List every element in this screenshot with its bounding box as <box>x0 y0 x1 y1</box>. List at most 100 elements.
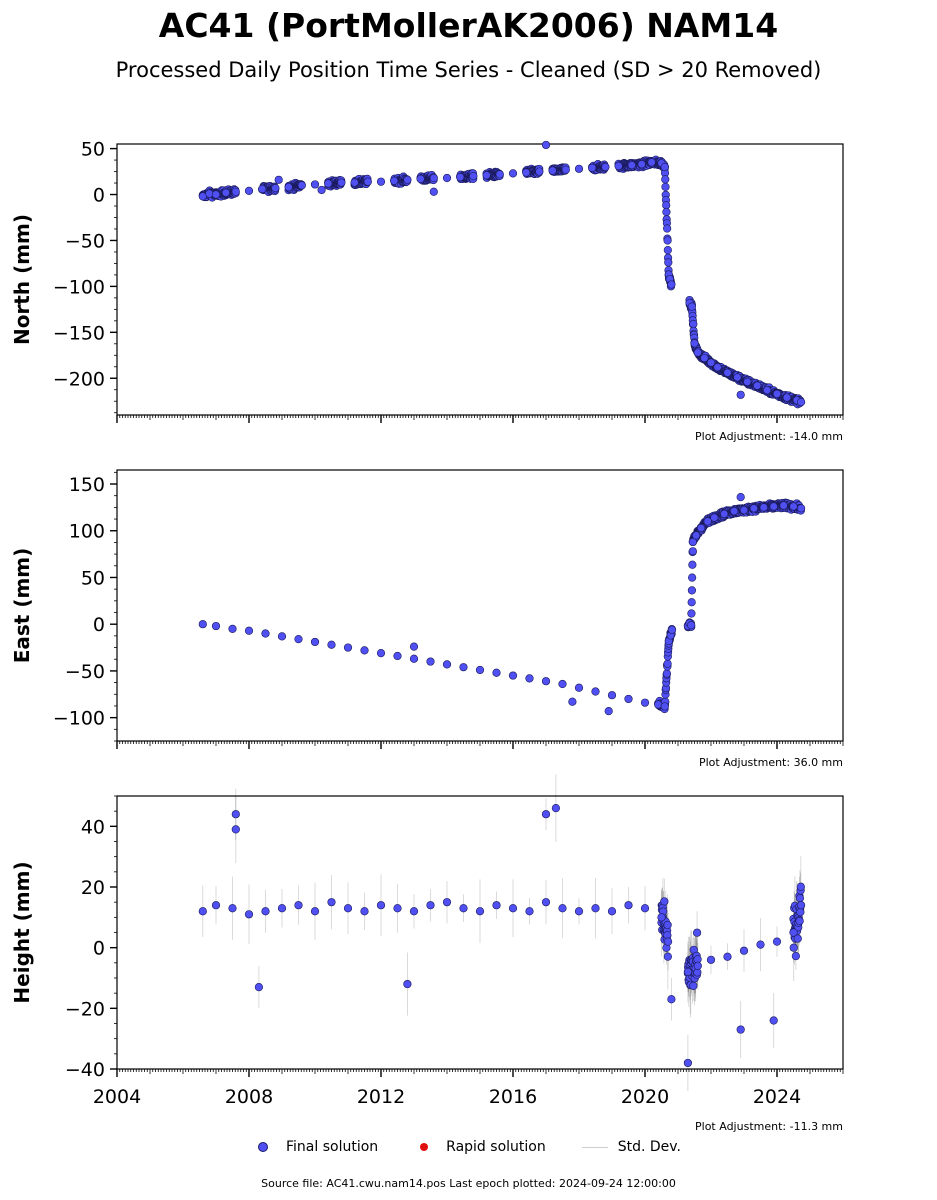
height-data-point <box>789 928 798 937</box>
final-solution-marker-icon <box>258 1142 268 1152</box>
east-data-point <box>343 643 353 652</box>
north-data-point <box>469 172 478 181</box>
height-data-point <box>551 804 561 813</box>
east-data-point <box>541 677 551 686</box>
east-plot-adjustment: Plot Adjustment: 36.0 mm <box>699 756 843 769</box>
north-plot-adjustment: Plot Adjustment: -14.0 mm <box>695 430 843 443</box>
legend-std-label: Std. Dev. <box>617 1139 681 1155</box>
height-data-point <box>198 907 207 916</box>
height-data-point <box>492 901 501 910</box>
legend-final: Final solution <box>252 1139 378 1155</box>
height-data-point <box>723 952 732 961</box>
height-y-tick-label: −20 <box>65 998 105 1020</box>
north-data-point <box>723 368 732 377</box>
east-data-point <box>796 504 806 513</box>
north-data-point <box>284 183 293 192</box>
north-data-point <box>337 178 346 187</box>
north-data-point <box>689 319 698 329</box>
east-data-point <box>574 683 584 692</box>
height-data-point <box>228 904 237 913</box>
north-data-point <box>442 173 452 183</box>
north-data-point <box>627 161 636 170</box>
north-y-tick-label: −150 <box>53 322 105 344</box>
north-y-tick-label: −50 <box>65 230 105 252</box>
legend-rapid-label: Rapid solution <box>446 1139 546 1155</box>
east-data-point <box>696 523 706 533</box>
north-data-point <box>561 165 570 174</box>
north-data-point <box>376 177 386 186</box>
height-data-point <box>739 946 749 955</box>
height-data-point <box>459 904 468 913</box>
east-y-axis-label: East (mm) <box>10 548 34 664</box>
east-data-point <box>277 632 287 641</box>
height-y-tick-label: 20 <box>81 877 105 899</box>
legend-std: Std. Dev. <box>581 1139 681 1155</box>
north-data-point <box>663 236 672 245</box>
height-data-point <box>231 825 240 834</box>
north-data-point <box>310 180 320 189</box>
north-data-point <box>662 207 671 217</box>
north-data-point <box>588 163 597 172</box>
east-y-tick-label: 0 <box>93 614 105 636</box>
height-data-point <box>393 904 402 913</box>
east-y-tick-label: 50 <box>81 567 105 589</box>
east-data-point <box>525 674 534 683</box>
north-data-point <box>601 162 610 172</box>
height-data-point <box>508 904 518 913</box>
north-data-point <box>258 184 267 194</box>
height-data-point <box>327 898 336 907</box>
east-data-point <box>688 573 697 582</box>
north-data-point <box>363 177 372 186</box>
height-data-point <box>692 928 702 937</box>
east-data-point <box>660 702 669 711</box>
height-data-point <box>211 901 221 910</box>
north-data-point <box>541 140 551 150</box>
height-data-point <box>683 967 693 977</box>
height-data-point <box>796 907 805 917</box>
east-data-point <box>688 547 697 556</box>
north-data-point <box>690 339 699 348</box>
north-data-point <box>317 185 326 195</box>
height-data-point <box>541 810 551 819</box>
east-data-point <box>607 691 617 700</box>
height-data-point <box>683 1058 693 1068</box>
east-data-point <box>310 637 320 647</box>
east-data-point <box>759 503 768 512</box>
east-data-point <box>604 706 613 716</box>
east-data-point <box>736 493 745 502</box>
east-data-point <box>442 660 452 669</box>
chart-subtitle: Processed Daily Position Time Series - C… <box>115 58 822 82</box>
north-data-point <box>772 389 782 398</box>
height-y-axis-label: Height (mm) <box>10 861 34 1003</box>
height-data-point <box>660 897 669 906</box>
height-data-point <box>772 937 782 946</box>
height-data-point <box>795 894 805 903</box>
north-data-point <box>429 187 438 196</box>
east-data-point <box>640 698 650 707</box>
height-data-point <box>525 907 534 916</box>
north-data-point <box>350 178 359 187</box>
height-data-point <box>294 901 303 910</box>
height-data-point <box>409 907 419 916</box>
north-data-point <box>687 302 696 311</box>
height-data-point <box>558 904 567 913</box>
east-data-point <box>228 624 237 633</box>
east-data-point <box>198 620 207 629</box>
height-data-point <box>736 1025 745 1034</box>
east-data-point <box>739 506 749 515</box>
std-dev-line-icon <box>581 1146 608 1148</box>
east-data-point <box>749 504 759 513</box>
north-data-point <box>297 181 306 190</box>
height-data-point <box>796 901 806 910</box>
east-data-point <box>688 560 697 569</box>
height-data-point <box>756 940 765 949</box>
east-data-point <box>568 697 577 706</box>
height-data-point <box>442 898 452 907</box>
height-data-point <box>667 995 676 1004</box>
east-data-point <box>687 598 696 607</box>
height-data-point <box>624 901 633 910</box>
north-data-point <box>660 162 669 172</box>
north-data-point <box>661 182 670 192</box>
legend: Final solution Rapid solution Std. Dev. <box>252 1139 717 1155</box>
east-data-point <box>294 635 303 644</box>
